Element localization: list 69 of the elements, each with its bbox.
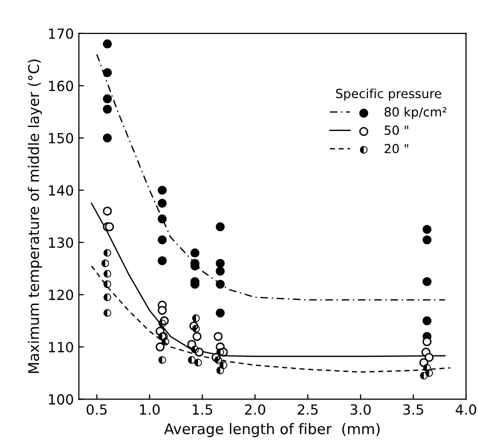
point bbox=[422, 316, 432, 326]
y-axis-title: Maximum temperature of middle layer (°C) bbox=[28, 60, 42, 373]
point bbox=[158, 256, 167, 266]
line-series bbox=[96, 54, 446, 301]
point bbox=[101, 260, 110, 268]
point bbox=[420, 372, 428, 380]
x-tick-label: 4.0 bbox=[456, 404, 476, 415]
y-tick-label: 130 bbox=[49, 237, 74, 248]
point bbox=[102, 133, 112, 142]
point bbox=[104, 280, 112, 288]
y-tick-label: 150 bbox=[49, 132, 74, 144]
legend-label: 20 " bbox=[384, 144, 408, 154]
point bbox=[194, 358, 202, 366]
point bbox=[216, 280, 225, 289]
point bbox=[104, 293, 112, 302]
x-tick-label: 2.0 bbox=[245, 404, 266, 415]
point bbox=[162, 338, 170, 346]
y-tick-label: 120 bbox=[49, 290, 74, 300]
x-axis-title: Average length of fiber (mm) bbox=[164, 423, 380, 438]
point bbox=[102, 39, 112, 48]
point bbox=[194, 348, 204, 357]
point bbox=[216, 308, 225, 318]
x-tick-label: 1.5 bbox=[192, 404, 212, 415]
point bbox=[422, 277, 432, 286]
y-tick-label: 110 bbox=[49, 342, 74, 352]
point bbox=[216, 266, 225, 276]
x-tick-label: 2.5 bbox=[298, 404, 318, 415]
point bbox=[158, 320, 166, 328]
legend-label: 80 kp/cm² bbox=[384, 106, 446, 120]
point bbox=[102, 206, 112, 216]
x-tick-label: 3.0 bbox=[350, 404, 371, 415]
point bbox=[191, 346, 199, 354]
y-tick-label: 160 bbox=[49, 80, 74, 92]
point bbox=[192, 314, 200, 322]
legend-title: Specific pressure bbox=[336, 88, 442, 101]
point bbox=[102, 68, 112, 78]
point bbox=[214, 332, 223, 341]
point bbox=[104, 270, 112, 278]
y-tick-label: 100 bbox=[49, 394, 74, 405]
point bbox=[102, 94, 112, 104]
point bbox=[102, 104, 112, 114]
point bbox=[424, 352, 434, 362]
point bbox=[158, 198, 167, 208]
legend-label: 50 " bbox=[384, 126, 408, 135]
point bbox=[216, 258, 225, 268]
y-tick-label: 170 bbox=[49, 28, 74, 39]
point bbox=[216, 366, 224, 374]
point bbox=[190, 248, 200, 258]
point bbox=[158, 214, 167, 224]
point bbox=[104, 309, 112, 317]
point bbox=[158, 235, 167, 244]
x-tick-label: 0.5 bbox=[86, 404, 107, 415]
point bbox=[216, 222, 225, 232]
point bbox=[156, 342, 165, 352]
y-tick-label: 140 bbox=[49, 185, 74, 196]
point bbox=[158, 186, 167, 195]
point bbox=[422, 235, 432, 244]
point bbox=[158, 306, 167, 315]
point bbox=[216, 348, 224, 356]
point bbox=[214, 356, 222, 364]
x-tick-label: 3.5 bbox=[403, 404, 424, 415]
point bbox=[104, 249, 112, 257]
point bbox=[220, 361, 228, 370]
point bbox=[192, 332, 202, 341]
x-tick-label: 1.0 bbox=[140, 404, 160, 415]
point bbox=[192, 324, 200, 332]
point bbox=[188, 356, 196, 364]
point bbox=[422, 224, 432, 234]
point bbox=[158, 356, 166, 364]
